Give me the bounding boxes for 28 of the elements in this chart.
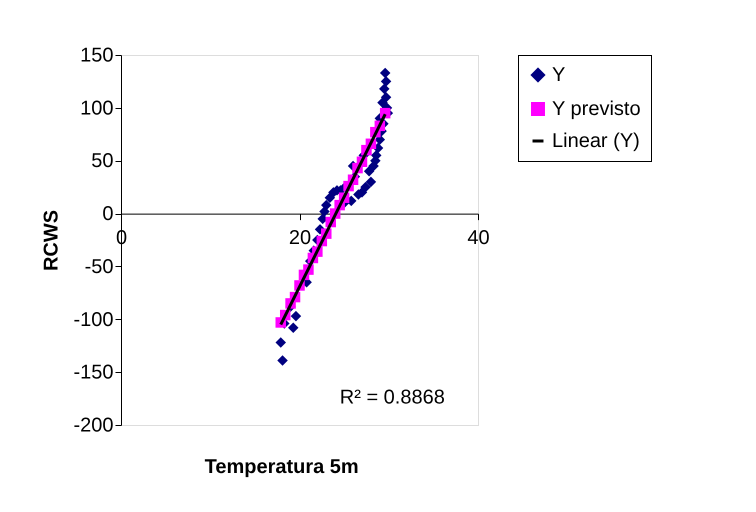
point — [380, 76, 392, 87]
y-tick-label: 100 — [80, 97, 114, 120]
y-tick-label: 50 — [91, 150, 114, 172]
point — [379, 84, 390, 94]
y-tick-label: 0 — [102, 203, 114, 226]
y-tick-label: -200 — [73, 414, 114, 436]
point — [288, 322, 298, 333]
x-axis-title: Temperatura 5m — [204, 456, 359, 478]
point — [276, 337, 286, 348]
point — [377, 97, 388, 108]
y-tick-label: -100 — [73, 308, 114, 331]
y-tick-label: -150 — [73, 362, 114, 384]
x-tick-label: 40 — [467, 227, 490, 250]
point — [321, 200, 332, 210]
point — [360, 182, 371, 192]
y-tick-label: -50 — [84, 256, 114, 278]
point — [366, 176, 376, 188]
x-tick-label: 20 — [288, 227, 312, 250]
legend-label: Y previsto — [552, 98, 641, 120]
annotation: R² = 0.8868 — [340, 386, 445, 408]
y-axis-title: RCWS — [40, 210, 62, 272]
point — [277, 355, 288, 366]
point — [364, 166, 374, 177]
point — [380, 68, 390, 78]
legend-label: Linear (Y) — [552, 130, 640, 152]
legend-label: Y — [552, 64, 566, 86]
point — [290, 310, 302, 322]
y-tick-label: 150 — [80, 44, 114, 66]
